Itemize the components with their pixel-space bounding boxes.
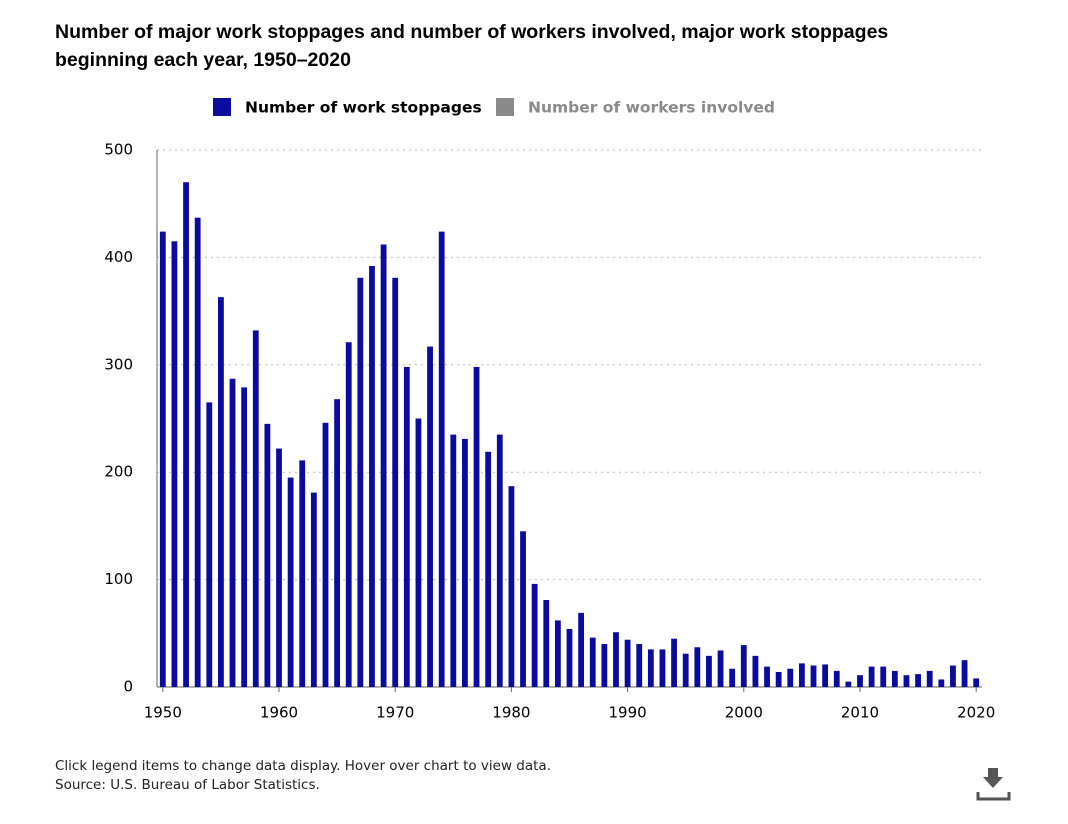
bar xyxy=(787,668,794,687)
y-tick-label: 400 xyxy=(104,248,133,266)
bar xyxy=(694,647,701,687)
bar xyxy=(729,668,736,687)
y-tick-label: 300 xyxy=(104,355,133,373)
bar xyxy=(462,438,468,687)
bar xyxy=(752,655,759,687)
bar xyxy=(473,366,480,687)
bar xyxy=(740,645,747,687)
x-tick-label: 1990 xyxy=(609,704,647,722)
bar xyxy=(403,366,410,687)
bar xyxy=(973,678,980,687)
bar xyxy=(798,663,805,687)
bar xyxy=(345,342,352,687)
bar xyxy=(915,674,921,687)
bar xyxy=(450,434,457,687)
bar xyxy=(857,675,863,687)
bar xyxy=(543,600,550,687)
bar xyxy=(717,650,724,687)
download-button[interactable] xyxy=(976,768,1011,801)
legend-label[interactable]: Number of work stoppages xyxy=(245,99,482,117)
bar xyxy=(264,423,271,687)
legend-swatch[interactable] xyxy=(213,98,231,116)
download-icon[interactable] xyxy=(988,768,998,777)
bar xyxy=(496,434,503,687)
bar xyxy=(229,378,236,687)
bar xyxy=(415,418,422,687)
chart-note: Click legend items to change data displa… xyxy=(55,758,551,774)
bar xyxy=(531,583,538,687)
bar xyxy=(508,486,515,687)
download-icon[interactable] xyxy=(983,777,1003,788)
bar xyxy=(589,637,596,687)
bar xyxy=(159,231,166,687)
bar xyxy=(554,620,561,687)
bar xyxy=(241,387,248,687)
bar xyxy=(438,231,445,687)
bar xyxy=(392,277,399,687)
x-tick-label: 1970 xyxy=(376,704,414,722)
bar xyxy=(950,665,956,687)
bar xyxy=(845,681,852,687)
bar xyxy=(252,330,259,687)
bar xyxy=(171,241,178,688)
bar xyxy=(601,644,608,687)
bar xyxy=(903,675,910,687)
y-tick-label: 100 xyxy=(104,570,133,588)
bar xyxy=(868,666,875,687)
bar xyxy=(578,612,585,687)
bar xyxy=(566,629,573,687)
y-tick-label: 500 xyxy=(104,141,133,159)
bar xyxy=(891,670,898,687)
bar xyxy=(682,653,689,687)
download-icon[interactable] xyxy=(976,792,1011,801)
bar xyxy=(194,217,201,688)
bar xyxy=(206,402,213,687)
bar xyxy=(926,670,933,687)
bar xyxy=(671,638,677,687)
y-tick-label: 200 xyxy=(104,463,133,481)
bar xyxy=(334,399,341,687)
bar xyxy=(322,422,329,687)
bar xyxy=(659,649,666,687)
y-tick-label: 0 xyxy=(123,678,133,696)
bar xyxy=(810,665,817,687)
bar xyxy=(276,448,282,687)
bar xyxy=(833,670,840,687)
bar xyxy=(613,632,619,687)
legend-swatch[interactable] xyxy=(496,98,514,116)
x-tick-label: 1950 xyxy=(144,704,182,722)
bar xyxy=(822,664,829,687)
x-tick-label: 1960 xyxy=(260,704,298,722)
bar xyxy=(183,182,189,687)
bar xyxy=(380,244,387,687)
x-tick-label: 1980 xyxy=(492,704,530,722)
bar xyxy=(369,265,375,687)
chart-title: Number of major work stoppages and numbe… xyxy=(55,21,889,71)
bar xyxy=(520,531,526,687)
bar xyxy=(764,666,770,687)
bar xyxy=(357,277,364,687)
bar xyxy=(706,655,712,687)
chart-source: Source: U.S. Bureau of Labor Statistics. xyxy=(55,777,320,793)
bar xyxy=(938,679,945,687)
x-tick-label: 2000 xyxy=(725,704,763,722)
x-tick-label: 2010 xyxy=(841,704,879,722)
bar xyxy=(880,666,887,687)
bar xyxy=(636,644,643,687)
bar xyxy=(218,297,224,687)
bar xyxy=(961,660,968,687)
bar xyxy=(299,460,306,687)
bar xyxy=(287,477,294,687)
bar xyxy=(624,639,631,687)
x-tick-label: 2020 xyxy=(957,704,995,722)
bar xyxy=(647,649,654,687)
bar xyxy=(310,492,317,687)
bar xyxy=(427,346,433,687)
bar xyxy=(775,671,782,687)
bar xyxy=(485,451,492,687)
legend-label[interactable]: Number of workers involved xyxy=(528,99,775,117)
